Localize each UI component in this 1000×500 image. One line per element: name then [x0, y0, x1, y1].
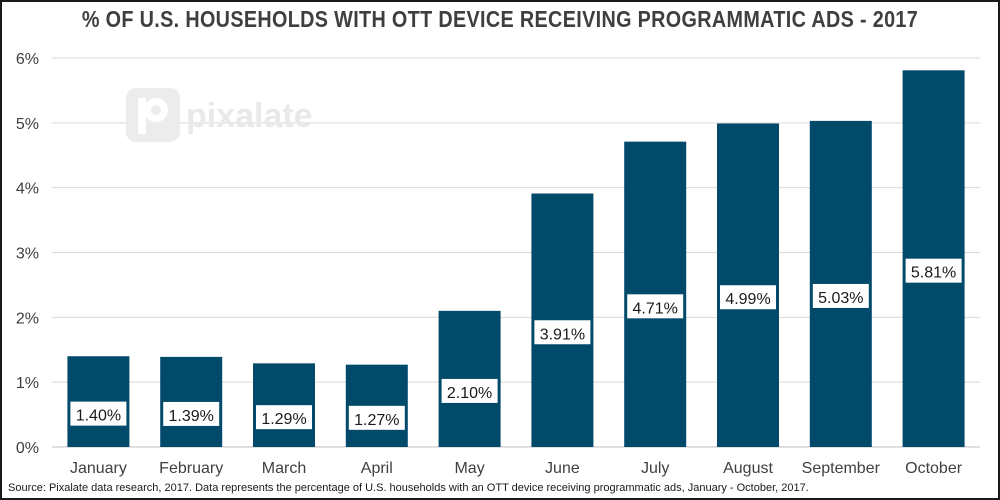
x-tick-label: April: [361, 460, 393, 477]
data-label-bg: [441, 378, 498, 403]
x-tick-label: July: [641, 460, 669, 477]
y-axis-ticks: 0% 1% 2% 3% 4% 5% 6%: [16, 51, 39, 457]
data-label: 4.71%: [633, 300, 678, 317]
x-tick-label: February: [159, 460, 223, 477]
data-label: 4.99%: [725, 291, 770, 308]
y-tick-label: 0%: [16, 440, 39, 457]
bar: [345, 364, 408, 447]
pixalate-watermark: pixalate: [126, 88, 313, 142]
pixalate-logo-icon: [126, 88, 180, 142]
y-tick-label: 1%: [16, 375, 39, 392]
data-label: 5.03%: [818, 290, 863, 307]
data-label: 5.81%: [911, 265, 956, 282]
data-label: 1.40%: [76, 408, 121, 425]
data-labels: 1.40% 1.39% 1.29% 1.27% 2.10% 3.91% 4.71% 4.99%…: [70, 258, 962, 430]
data-label-bg: [163, 401, 220, 426]
x-tick-label: March: [262, 460, 306, 477]
y-tick-label: 3%: [16, 246, 39, 263]
y-tick-label: 6%: [16, 51, 39, 68]
data-label-bg: [256, 405, 312, 430]
x-tick-label: September: [802, 460, 881, 477]
x-tick-label: August: [723, 460, 773, 477]
y-tick-label: 4%: [16, 181, 39, 198]
x-axis-ticks: January February March April May June July Augu…: [70, 460, 963, 477]
data-label-bg: [348, 405, 405, 430]
watermark-text: pixalate: [186, 97, 313, 135]
x-tick-label: October: [905, 460, 963, 477]
data-label-bg: [70, 401, 127, 426]
source-note: Source: Pixalate data research, 2017. Da…: [8, 482, 809, 494]
data-label: 1.39%: [169, 408, 214, 425]
x-tick-label: June: [545, 460, 580, 477]
x-tick-label: January: [70, 460, 127, 477]
data-label: 2.10%: [447, 385, 492, 402]
chart-title: % OF U.S. HOUSEHOLDS WITH OTT DEVICE REC…: [81, 6, 919, 32]
data-label: 3.91%: [540, 326, 585, 343]
data-label-bg: [534, 320, 591, 345]
y-tick-label: 5%: [16, 116, 39, 133]
data-label-bg: [905, 258, 962, 283]
data-label: 1.27%: [354, 412, 399, 429]
data-label-bg: [812, 283, 869, 308]
y-tick-label: 2%: [16, 310, 39, 327]
data-label: 1.29%: [261, 411, 306, 428]
data-label-bg: [627, 294, 684, 319]
x-tick-label: May: [454, 460, 484, 477]
data-label-bg: [720, 285, 776, 310]
